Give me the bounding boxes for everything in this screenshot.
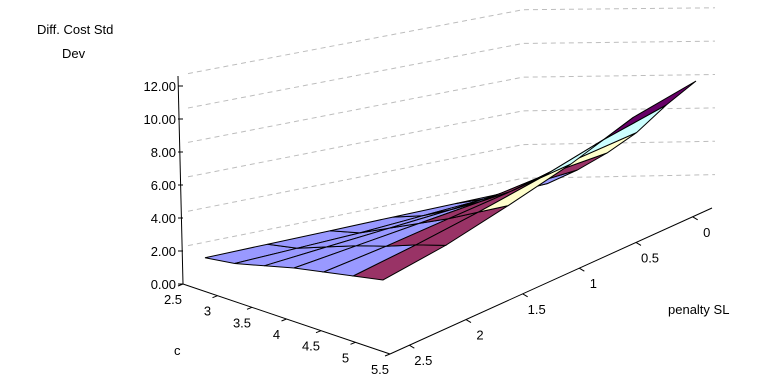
x-tick-mark [212,295,218,299]
y-tick-mark [635,242,642,246]
surface-cell [603,80,697,141]
z-tick-label: 2.00 [151,244,176,259]
z-gridline [187,140,716,212]
x-axis-label: c [174,343,181,358]
y-tick-label: 1 [590,276,597,291]
y-axis-line [389,207,713,355]
x-tick-label: 5.5 [371,362,389,377]
z-gridline [187,74,716,143]
x-tick-label: 3.5 [233,315,251,330]
x-tick-label: 3 [204,304,211,319]
x-tick-mark [350,341,356,345]
y-tick-label: 0 [703,225,710,240]
tick-labels: 0.00 2.00 4.00 6.00 8.00 10.00 12.00 2.5 3 3.5 4 4.… [143,79,710,377]
y-tick-mark [522,293,528,298]
z-tick-label: 6.00 [151,178,176,193]
z-tick-label: 8.00 [151,145,176,160]
x-tick-mark [281,318,287,322]
z-gridline [187,7,716,75]
x-tick-mark [177,283,184,287]
z-gridline [187,174,716,247]
z-tick-label: 10.00 [143,112,176,127]
x-tick-label: 5 [342,350,349,365]
z-gridline [187,40,716,109]
y-tick-mark [409,344,415,349]
z-axis-label-line1: Diff. Cost Std [37,22,113,37]
z-axis-line [177,75,184,285]
z-tick-label: 0.00 [151,277,176,292]
surface-cell [478,163,572,213]
y-tick-label: 0.5 [641,250,659,265]
x-tick-label: 2.5 [164,292,182,307]
surface-cell [540,116,634,179]
x-tick-mark [315,330,322,334]
y-tick-mark [692,216,698,221]
y-tick-mark [579,267,585,272]
x-tick-label: 4.5 [302,339,320,354]
y-tick-label: 1.5 [528,302,546,317]
y-tick-label: 2 [476,328,483,343]
x-tick-mark [246,306,253,310]
z-tick-label: 4.00 [151,211,176,226]
z-tick-label: 12.00 [143,79,176,94]
y-axis-label: penalty SL [668,302,729,317]
x-tick-label: 4 [273,327,280,342]
y-tick-mark [465,319,472,323]
surface-mesh [204,80,697,281]
y-tick-label: 2.5 [414,353,432,368]
x-tick-mark [384,353,391,357]
z-axis-label-line2: Dev [62,46,86,61]
